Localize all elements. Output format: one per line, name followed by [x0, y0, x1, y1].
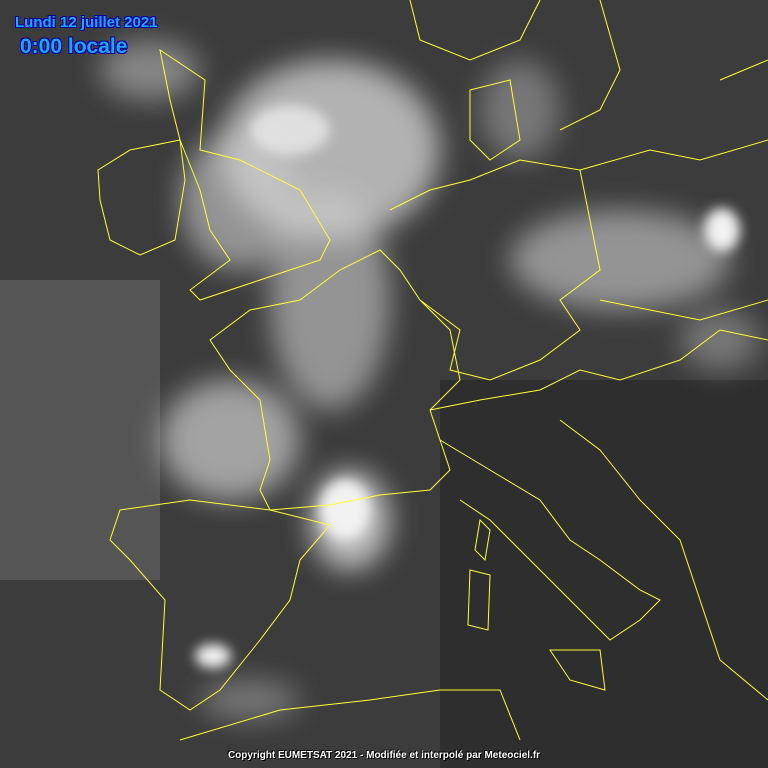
benelux-germany	[389, 159, 601, 381]
alps-borders	[429, 329, 768, 411]
france-coast	[209, 249, 461, 511]
britain-outline	[159, 48, 331, 301]
eastern-borders	[579, 59, 768, 171]
date-label: Lundi 12 juillet 2021	[15, 14, 158, 31]
iberia-outline	[109, 499, 331, 711]
corsica-sardinia	[467, 518, 491, 631]
scandinavia-coast	[409, 0, 621, 131]
time-label: 0:00 locale	[20, 35, 128, 58]
balkans-coast	[559, 299, 768, 701]
ireland-outline	[97, 139, 186, 256]
italy-outline	[439, 439, 661, 641]
copyright-notice: Copyright EUMETSAT 2021 - Modifiée et in…	[227, 750, 541, 761]
north-africa-coast	[179, 689, 521, 741]
denmark-outline	[469, 79, 521, 161]
sicily-outline	[549, 649, 606, 691]
